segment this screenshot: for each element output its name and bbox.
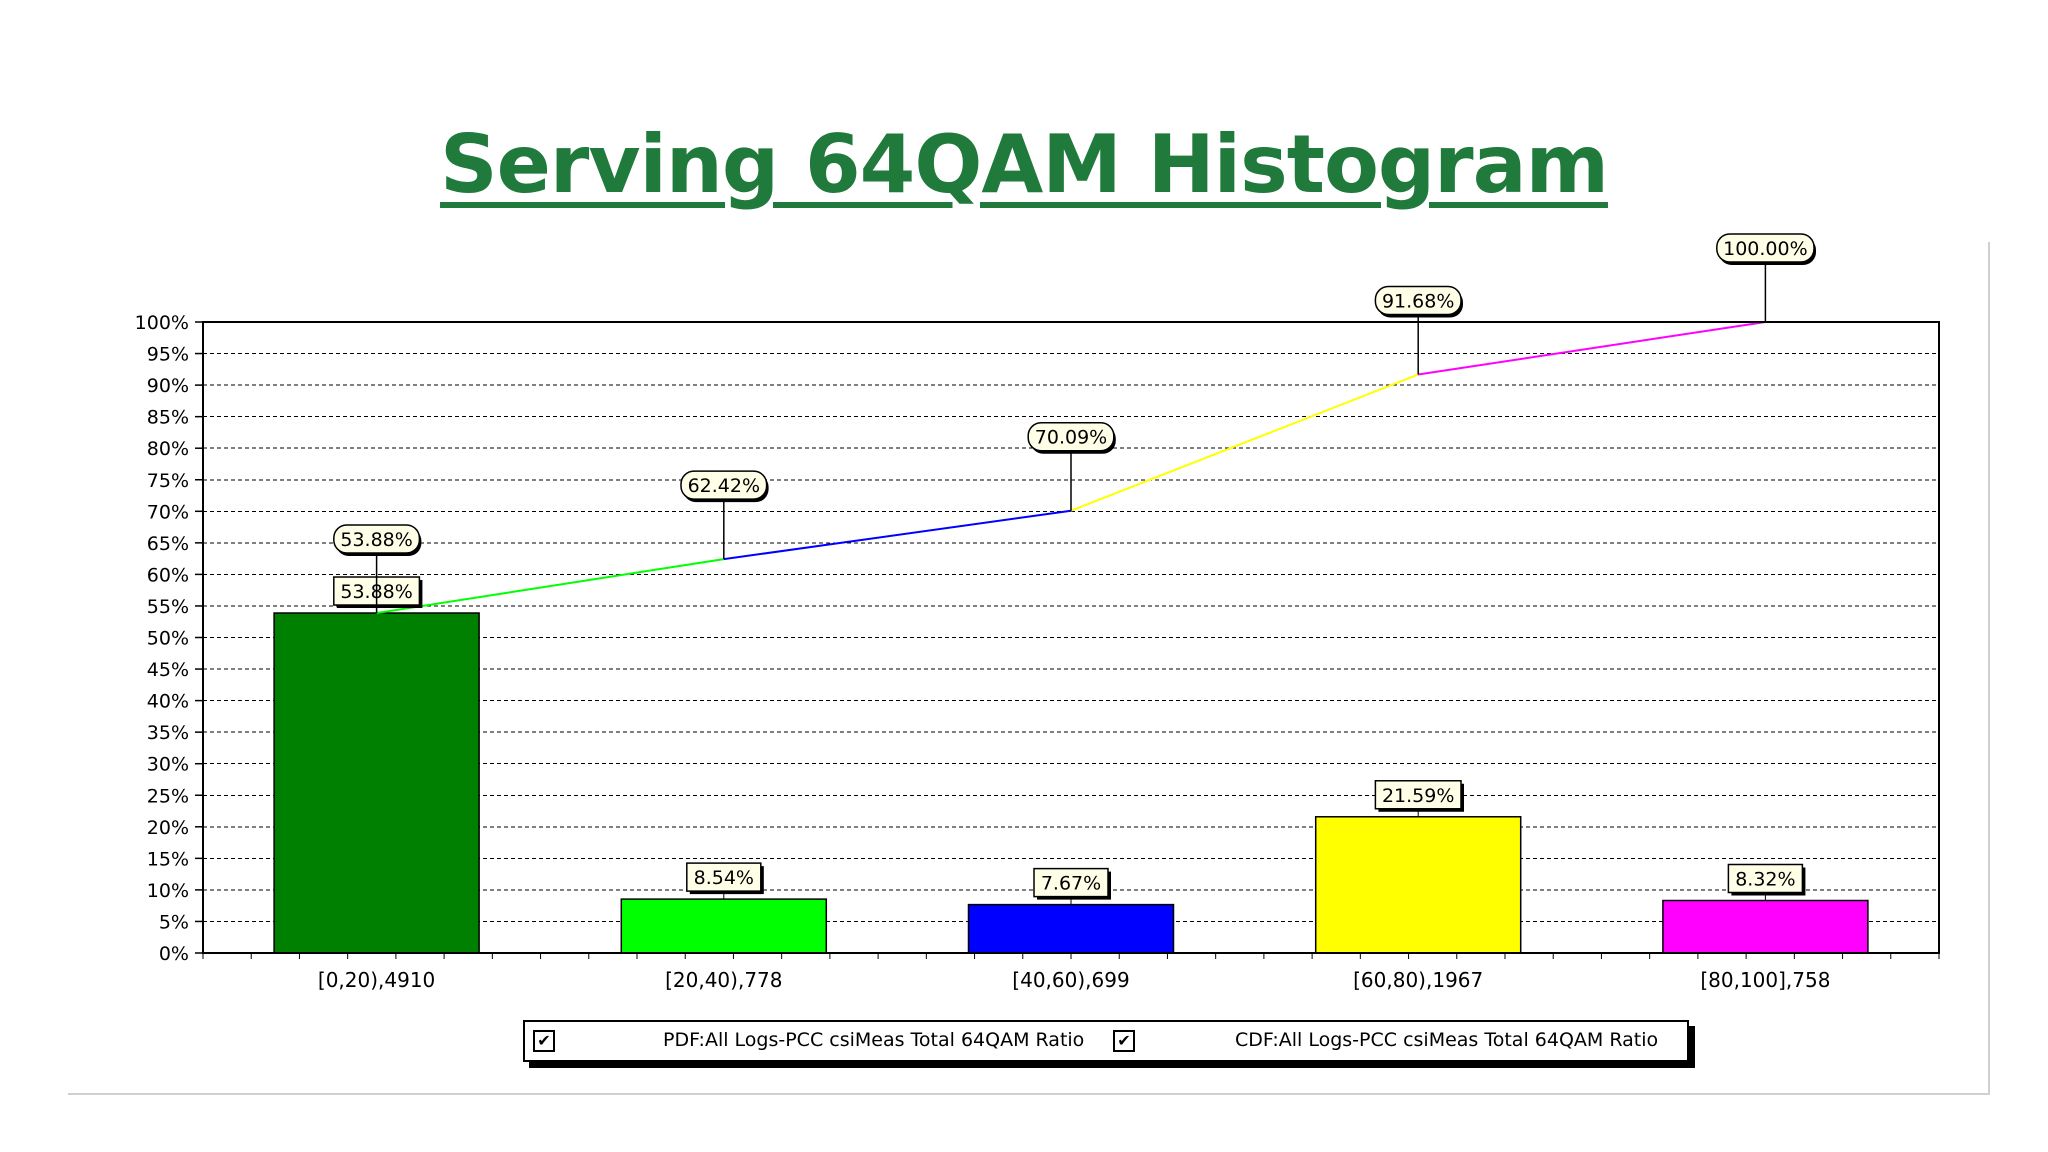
- y-tick-label: 85%: [147, 407, 189, 429]
- legend-checkbox-cdf[interactable]: ✔: [1113, 1030, 1135, 1052]
- y-tick-label: 95%: [147, 344, 189, 366]
- plot-border: [202, 321, 1940, 954]
- pdf-label: 8.54%: [694, 867, 754, 889]
- y-tick-label: 25%: [147, 785, 189, 807]
- y-tick-label: 5%: [159, 911, 189, 933]
- y-tick-label: 70%: [147, 501, 189, 523]
- cdf-label-box: [680, 470, 768, 500]
- legend: ✔ PDF:All Logs-PCC csiMeas Total 64QAM R…: [523, 1020, 1689, 1062]
- legend-label-cdf: CDF:All Logs-PCC csiMeas Total 64QAM Rat…: [1235, 1029, 1659, 1051]
- axes: 0% 5% 10% 15% 20% 25% 30% 35% 40% 45% 50% 55% 60% 65%…: [135, 312, 1940, 992]
- y-tick-label: 30%: [147, 754, 189, 776]
- pdf-label: 21.59%: [1382, 785, 1454, 807]
- pdf-label-box: [1727, 863, 1804, 894]
- cdf-line-segment: [1070, 373, 1419, 512]
- bar: [1662, 899, 1869, 954]
- cdf-line-segment: [1418, 321, 1766, 376]
- y-tick-label: 100%: [135, 312, 189, 334]
- cdf-label: 91.68%: [1382, 290, 1454, 312]
- pdf-label-box: [686, 862, 762, 892]
- pdf-label: 7.67%: [1041, 873, 1101, 895]
- cdf-label: 100.00%: [1723, 238, 1808, 260]
- cdf-label-box: [333, 524, 421, 554]
- pdf-label-box: [1033, 867, 1109, 898]
- cdf-line: [376, 321, 1766, 615]
- y-tick-label: 55%: [147, 596, 189, 618]
- y-tick-label: 10%: [147, 880, 189, 902]
- x-tick-label: [20,40),778: [665, 968, 782, 992]
- bar: [620, 898, 828, 954]
- bar: [273, 612, 480, 954]
- y-tick-label: 75%: [147, 470, 189, 492]
- cdf-label: 70.09%: [1035, 427, 1107, 449]
- cdf-line-segment: [723, 509, 1072, 561]
- slide-title: Serving 64QAM Histogram: [440, 118, 1609, 211]
- bars: [273, 612, 1869, 954]
- y-tick-label: 20%: [147, 817, 189, 839]
- data-labels: 53.88%8.54% 7.67%21.59%8.32%53.88%62.42%7…: [333, 233, 1816, 905]
- y-tick-label: 45%: [147, 659, 189, 681]
- cdf-label: 62.42%: [688, 475, 760, 497]
- legend-checkbox-pdf[interactable]: ✔: [533, 1030, 555, 1052]
- x-tick-label: [80,100],758: [1700, 968, 1830, 992]
- y-tick-label: 80%: [147, 438, 189, 460]
- grid-lines: [203, 322, 1939, 953]
- y-tick-label: 40%: [147, 691, 189, 713]
- cdf-label: 53.88%: [340, 529, 412, 551]
- pdf-label: 8.32%: [1735, 869, 1795, 891]
- y-tick-label: 35%: [147, 722, 189, 744]
- bar: [1314, 816, 1522, 954]
- cdf-label-box: [1716, 233, 1815, 263]
- frame-border-bottom: [68, 1093, 1990, 1095]
- y-tick-label: 65%: [147, 533, 189, 555]
- y-tick-label: 15%: [147, 848, 189, 870]
- x-tick-label: [40,60),699: [1012, 968, 1129, 992]
- cdf-line-segment: [376, 558, 724, 615]
- x-tick-label: [60,80),1967: [1353, 968, 1483, 992]
- cdf-label-box: [1374, 285, 1462, 316]
- y-tick-label: 0%: [159, 943, 189, 965]
- cdf-label-box: [1027, 421, 1115, 452]
- y-tick-label: 50%: [147, 628, 189, 650]
- frame-border-right: [1988, 242, 1990, 1094]
- bar: [967, 903, 1175, 954]
- y-tick-label: 60%: [147, 564, 189, 586]
- x-tick-label: [0,20),4910: [318, 968, 435, 992]
- pdf-label-box: [1374, 780, 1462, 810]
- legend-label-pdf: PDF:All Logs-PCC csiMeas Total 64QAM Rat…: [663, 1029, 1085, 1051]
- y-tick-label: 90%: [147, 375, 189, 397]
